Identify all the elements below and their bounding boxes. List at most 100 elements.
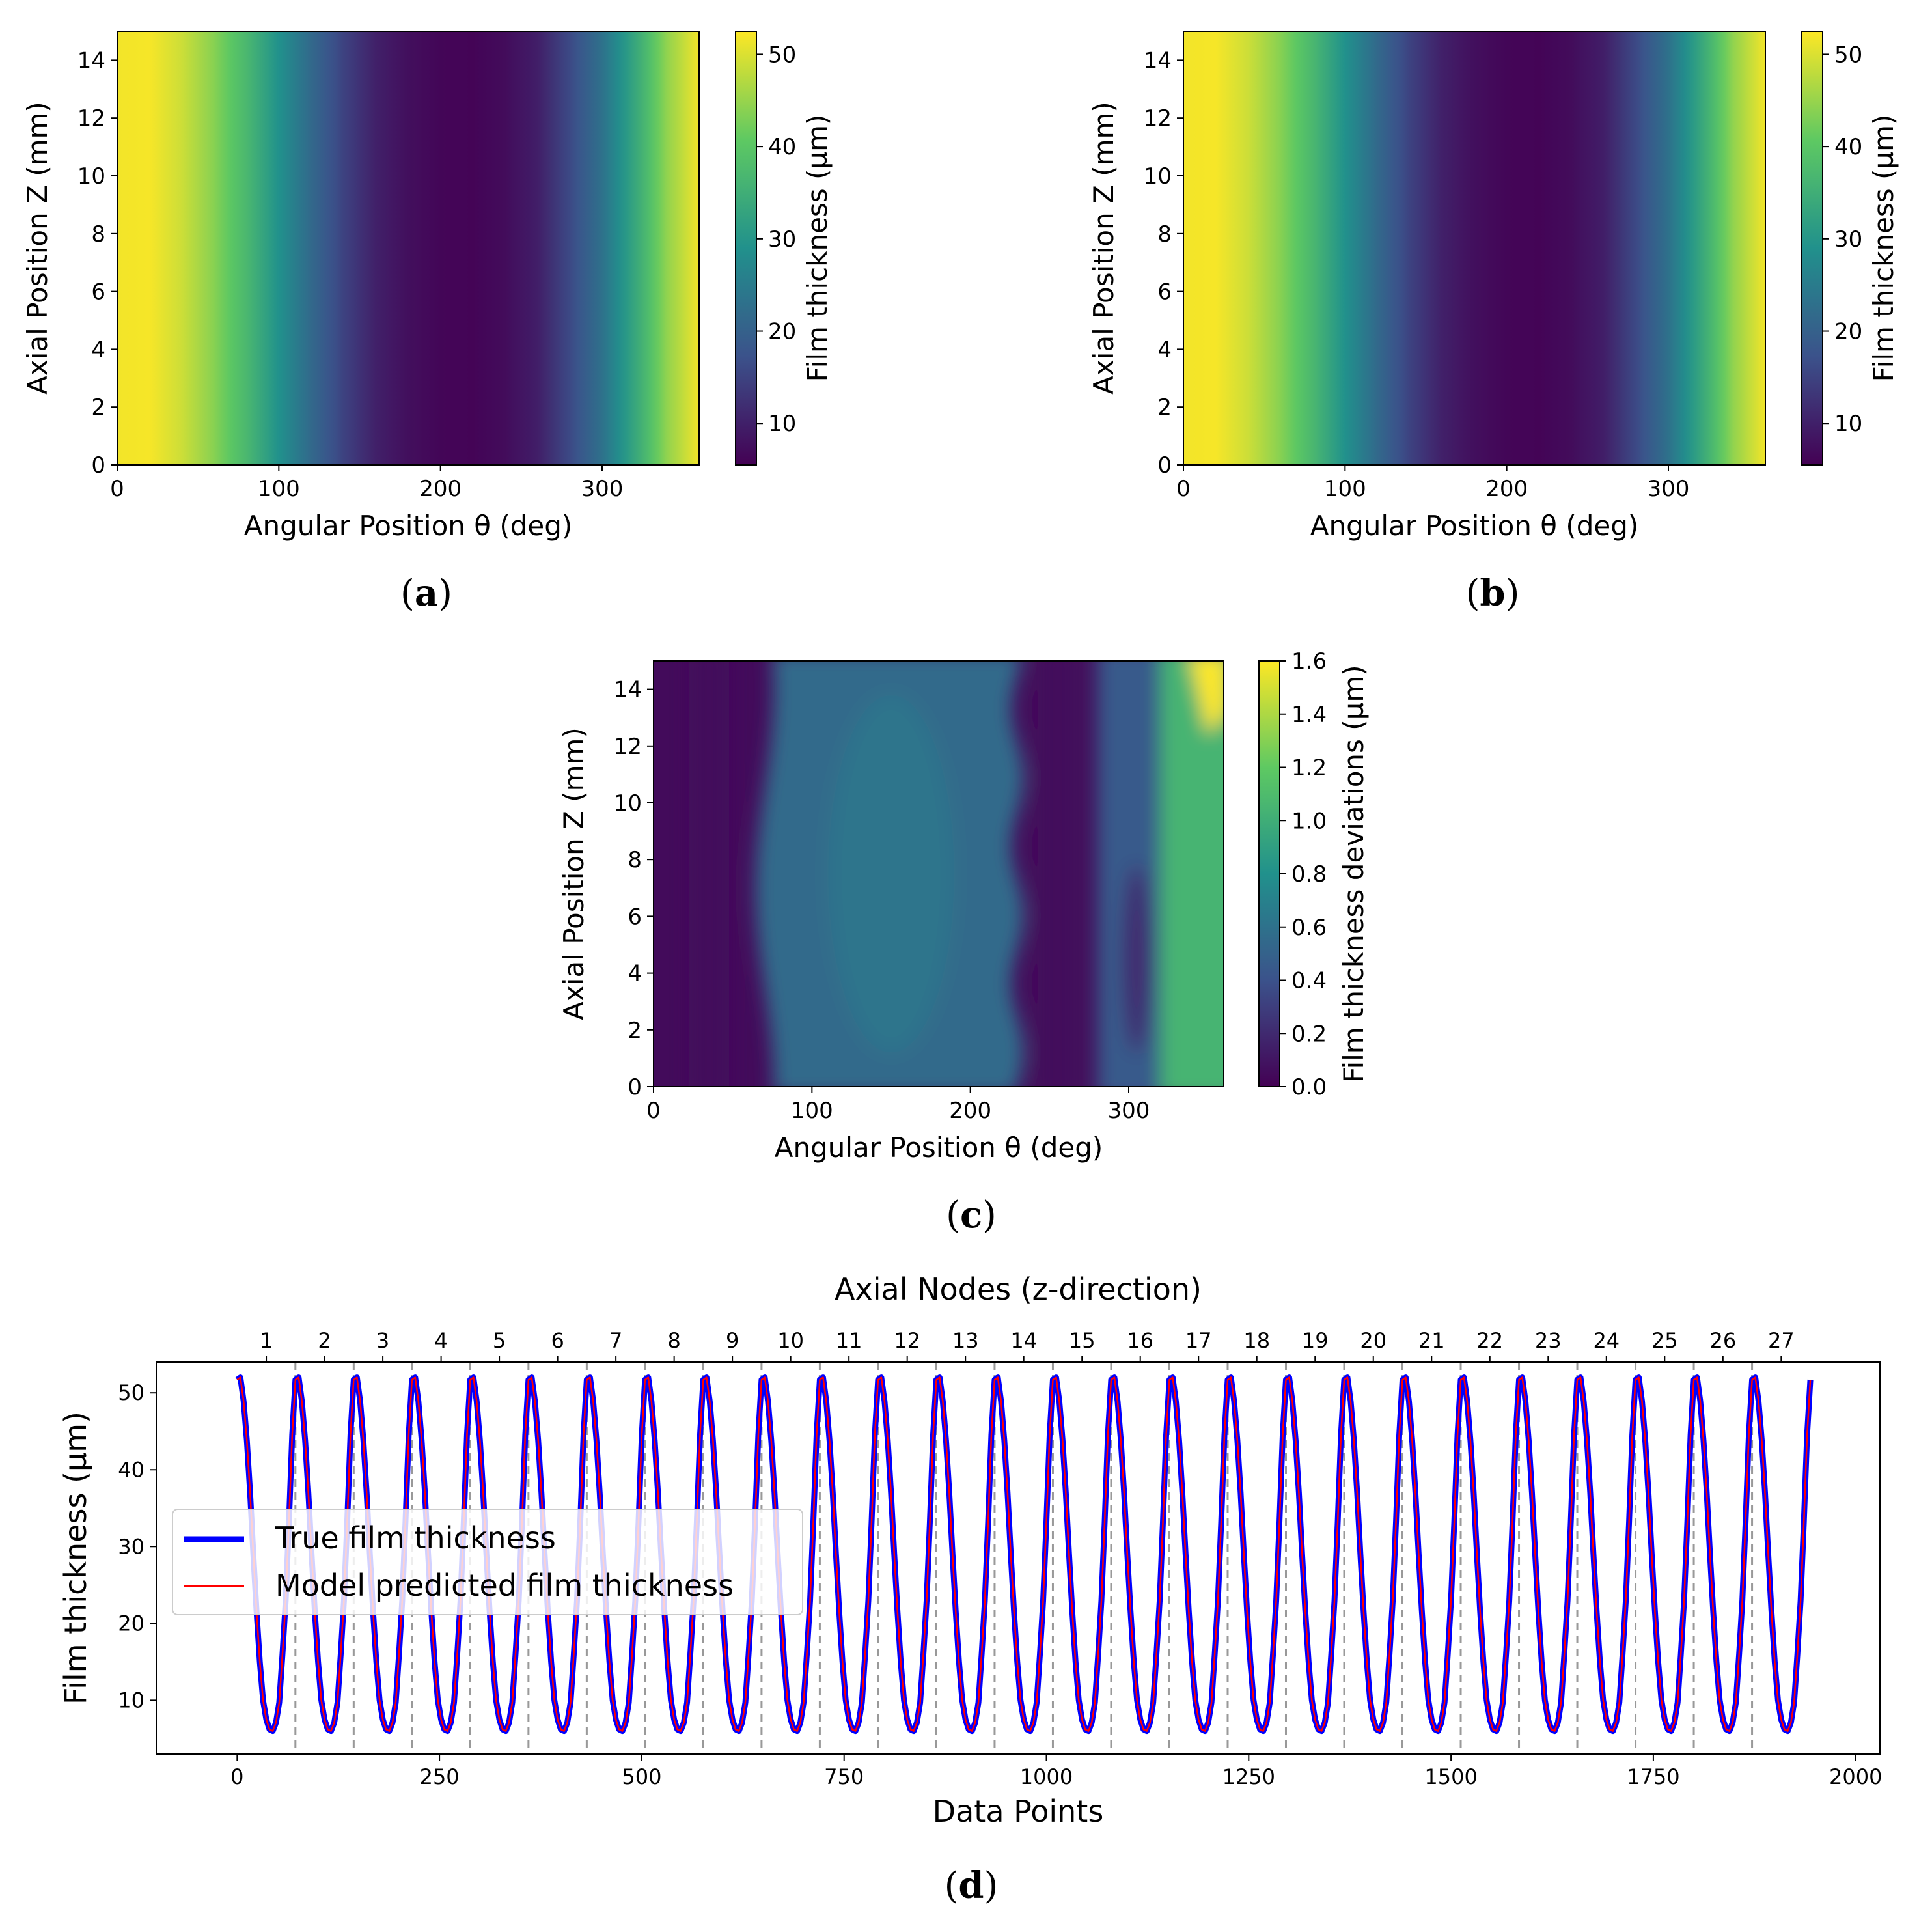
colorbar-tick-label: 0.0 [1291, 1074, 1327, 1100]
heatmap-panel-a: 0 100 200 300 0 2 4 6 8 10 12 14 Angular Position θ … [21, 31, 833, 615]
top-tick-label: 14 [1010, 1328, 1037, 1353]
y-tick-label: 14 [1144, 48, 1172, 74]
y-tick-label: 6 [628, 904, 642, 930]
legend-entry-true: True film thickness [275, 1520, 556, 1555]
plot-frame [156, 1361, 1881, 1755]
top-tick-label: 2 [318, 1328, 331, 1353]
plot-frame [1183, 31, 1766, 466]
series-line-predicted [236, 1376, 1812, 1732]
y-tick-label: 0 [628, 1074, 642, 1100]
y-tick-label: 6 [1157, 279, 1172, 305]
y-tick-label: 12 [77, 105, 105, 132]
x-tick-label: 1750 [1627, 1764, 1679, 1789]
colorbar-tick-label: 1.4 [1291, 702, 1327, 728]
top-tick-label: 11 [836, 1328, 862, 1353]
colorbar-tick-label: 30 [768, 227, 796, 253]
top-tick-label: 25 [1651, 1328, 1678, 1353]
x-tick-label: 750 [824, 1764, 864, 1789]
panel-label: (c) [946, 1193, 997, 1236]
panel-label-letter: b [1480, 572, 1505, 615]
x-tick-label: 300 [1648, 476, 1690, 502]
y-tick-label: 30 [118, 1534, 145, 1559]
panel-label: (b) [1466, 572, 1520, 615]
y-axis-label: Axial Position Z (mm) [1088, 102, 1120, 395]
colorbar-tick-label: 20 [768, 319, 796, 345]
y-tick-label: 10 [118, 1688, 145, 1712]
x-tick-label: 200 [419, 476, 462, 502]
top-tick-label: 4 [434, 1328, 447, 1353]
top-tick-label: 18 [1243, 1328, 1270, 1353]
colorbar-label: Film thickness (µm) [801, 115, 833, 382]
y-tick-label: 0 [91, 453, 105, 479]
colorbar-tick-label: 50 [768, 42, 796, 68]
y-tick-label: 12 [614, 734, 642, 760]
colorbar [1258, 660, 1280, 1087]
x-tick-label: 2000 [1829, 1764, 1882, 1789]
y-tick-label: 8 [1157, 221, 1172, 247]
colorbar-tick-label: 10 [1834, 411, 1862, 437]
colorbar-tick-label: 1.0 [1291, 808, 1327, 834]
colorbar-tick-label: 10 [768, 411, 796, 437]
top-tick-label: 22 [1476, 1328, 1503, 1353]
y-tick-label: 50 [118, 1380, 145, 1405]
colorbar-label: Film thickness (µm) [1868, 115, 1899, 382]
x-tick-label: 300 [1108, 1098, 1150, 1124]
y-tick-label: 14 [77, 48, 105, 74]
x-tick-label: 200 [1485, 476, 1528, 502]
y-tick-label: 4 [628, 961, 642, 987]
top-tick-label: 5 [493, 1328, 506, 1353]
heatmap-panel-b: 0 100 200 300 0 2 4 6 8 10 12 14 Angular Position θ … [1088, 31, 1899, 615]
plot-frame [117, 31, 700, 466]
x-tick-label: 1500 [1424, 1764, 1477, 1789]
top-tick-label: 6 [551, 1328, 564, 1353]
x-axis-label: Data Points [933, 1794, 1104, 1829]
y-tick-label: 20 [118, 1611, 145, 1636]
y-tick-label: 40 [118, 1457, 145, 1482]
deviation-core [828, 695, 954, 1053]
y-axis-label: Film thickness (µm) [58, 1412, 93, 1705]
deviation-peak [1190, 661, 1224, 735]
panel-label: (a) [400, 572, 452, 615]
top-tick-label: 12 [894, 1328, 920, 1353]
colorbar-tick-label: 40 [768, 134, 796, 160]
x-tick-label: 0 [230, 1764, 243, 1789]
y-tick-label: 8 [91, 221, 105, 247]
top-tick-label: 17 [1185, 1328, 1212, 1353]
series-group [235, 1374, 1814, 1735]
x-tick-label: 1000 [1020, 1764, 1073, 1789]
chart-title: Axial Nodes (z-direction) [835, 1272, 1202, 1307]
top-tick-label: 20 [1360, 1328, 1387, 1353]
y-tick-label: 0 [1157, 453, 1172, 479]
heatmap-panel-c: 0 100 200 300 0 2 4 6 8 10 12 14 Angular Position θ … [558, 648, 1370, 1236]
deviation-low-band [1037, 661, 1078, 1087]
x-tick-label: 250 [420, 1764, 460, 1789]
top-tick-label: 26 [1709, 1328, 1736, 1353]
legend: True film thickness Model predicted film … [172, 1509, 803, 1615]
panel-label-letter: d [958, 1864, 984, 1907]
heatmap-field [1183, 31, 1765, 465]
legend-box [172, 1509, 803, 1615]
colorbar-tick-label: 1.6 [1291, 648, 1327, 675]
top-tick-label: 3 [376, 1328, 389, 1353]
colorbar [735, 31, 757, 466]
y-tick-label: 2 [628, 1018, 642, 1044]
colorbar-label: Film thickness deviations (µm) [1338, 665, 1370, 1082]
top-tick-label: 1 [260, 1328, 273, 1353]
top-tick-label: 24 [1593, 1328, 1620, 1353]
top-tick-label: 13 [952, 1328, 979, 1353]
colorbar-tick-label: 1.2 [1291, 755, 1327, 781]
x-tick-label: 0 [110, 476, 124, 502]
y-tick-label: 6 [91, 279, 105, 305]
y-tick-label: 4 [1157, 337, 1172, 363]
plot-frame [653, 660, 1224, 1087]
x-tick-label: 100 [791, 1098, 833, 1124]
colorbar-tick-label: 0.8 [1291, 861, 1327, 887]
colorbar-tick-label: 20 [1834, 319, 1862, 345]
y-tick-label: 14 [614, 677, 642, 703]
line-panel-d: 0 250 500 750 1000 1250 1500 1750 2000 10 20 30 40 50… [58, 1272, 1882, 1907]
x-tick-label: 200 [949, 1098, 991, 1124]
top-tick-label: 15 [1069, 1328, 1096, 1353]
colorbar-tick-label: 0.6 [1291, 915, 1327, 941]
x-tick-label: 0 [646, 1098, 661, 1124]
top-tick-label: 19 [1302, 1328, 1329, 1353]
